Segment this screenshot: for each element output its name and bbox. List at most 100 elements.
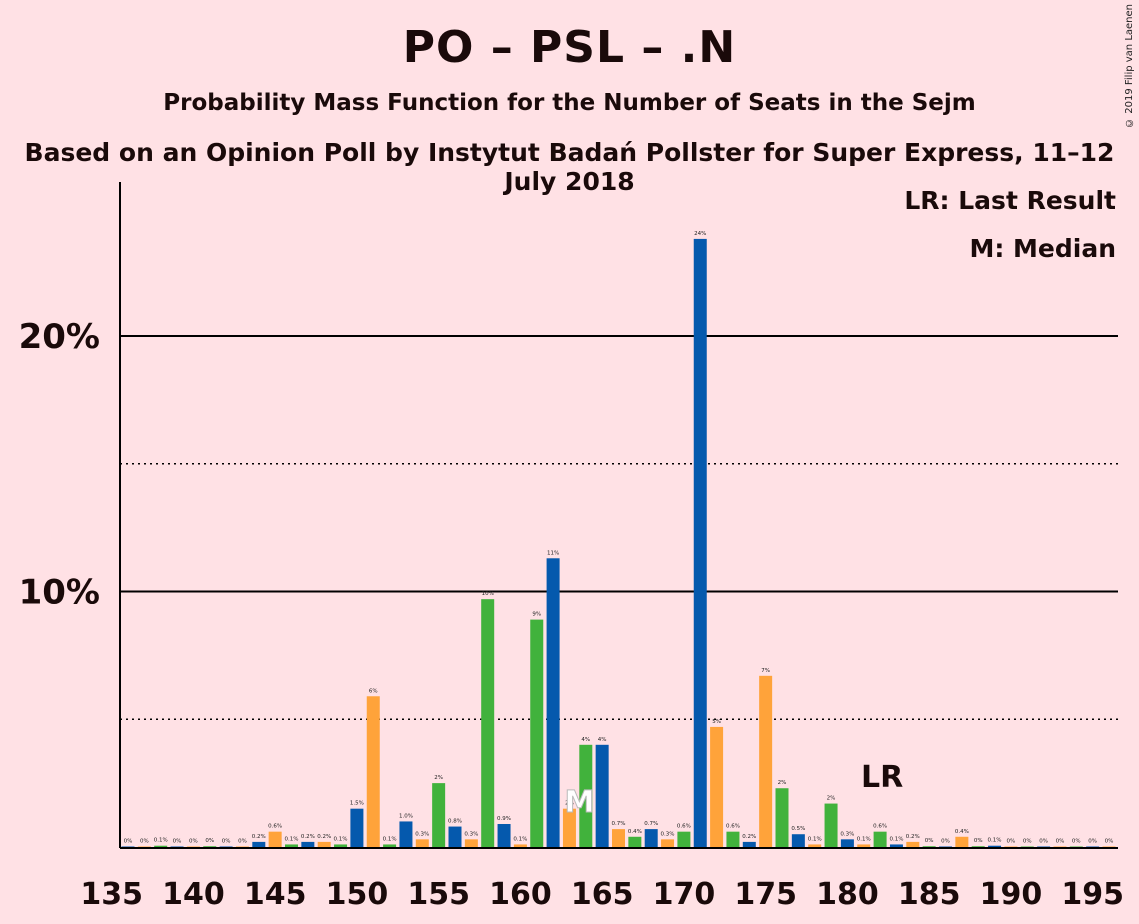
bar-value-label: 0% bbox=[238, 838, 247, 844]
x-tick-label: 190 bbox=[980, 877, 1043, 912]
bar-value-label: 0.3% bbox=[661, 831, 675, 837]
bar-value-label: 0% bbox=[1088, 838, 1097, 844]
bar-value-label: 0.2% bbox=[317, 834, 331, 840]
bar-value-label: 1.0% bbox=[399, 813, 413, 819]
bar bbox=[285, 844, 298, 847]
bar bbox=[121, 846, 135, 847]
bar-value-label: 0.3% bbox=[840, 831, 854, 837]
legend-last-result: LR: Last Result bbox=[904, 186, 1116, 215]
bar-value-label: 2% bbox=[434, 775, 443, 781]
bar-value-label: 0.2% bbox=[301, 834, 315, 840]
bar bbox=[906, 841, 920, 847]
bar-value-label: 0.6% bbox=[726, 824, 740, 830]
bar bbox=[759, 675, 773, 847]
bar bbox=[513, 844, 527, 847]
bar bbox=[562, 808, 576, 847]
bar-value-label: 0.6% bbox=[873, 824, 887, 830]
bar-value-label: 0.3% bbox=[464, 831, 478, 837]
bar-value-label: 0% bbox=[189, 838, 198, 844]
bar bbox=[922, 846, 936, 847]
bar bbox=[840, 839, 854, 847]
bar bbox=[464, 839, 478, 847]
bar bbox=[481, 599, 495, 847]
bar bbox=[693, 238, 707, 847]
bar bbox=[791, 834, 805, 847]
bar-value-label: 0.1% bbox=[285, 836, 299, 842]
bar bbox=[661, 839, 675, 847]
bar bbox=[366, 696, 380, 847]
bar bbox=[644, 829, 658, 847]
x-tick-label: 165 bbox=[571, 877, 634, 912]
bar-value-label: 24% bbox=[694, 231, 706, 237]
bar bbox=[170, 846, 184, 847]
bar bbox=[399, 821, 413, 847]
bar-value-label: 0.6% bbox=[677, 824, 691, 830]
bar-value-label: 0.2% bbox=[742, 834, 756, 840]
last-result-marker: LR bbox=[861, 760, 903, 795]
bar-value-label: 0% bbox=[222, 838, 231, 844]
bar bbox=[988, 845, 1002, 847]
bar bbox=[1053, 846, 1067, 847]
bar-value-label: 0.6% bbox=[268, 824, 282, 830]
median-marker: M bbox=[565, 785, 595, 820]
bar-value-label: 0.5% bbox=[791, 826, 805, 832]
bar bbox=[939, 846, 952, 847]
bar-value-label: 2% bbox=[778, 780, 787, 786]
bar-value-label: 0% bbox=[140, 838, 149, 844]
bar bbox=[775, 788, 789, 847]
bar-value-label: 11% bbox=[547, 550, 559, 556]
bar bbox=[612, 829, 625, 847]
bar-value-label: 0% bbox=[173, 838, 182, 844]
bar bbox=[530, 619, 544, 847]
bar-value-label: 4% bbox=[581, 737, 590, 743]
bar bbox=[268, 831, 282, 847]
bar-value-label: 0% bbox=[925, 838, 934, 844]
bar-value-label: 0% bbox=[974, 838, 983, 844]
bar-value-label: 7% bbox=[761, 668, 770, 674]
bar bbox=[415, 839, 429, 847]
x-tick-label: 155 bbox=[407, 877, 470, 912]
bar-value-label: 0.7% bbox=[612, 821, 626, 827]
x-tick-label: 145 bbox=[244, 877, 307, 912]
bar-value-label: 0% bbox=[1007, 838, 1016, 844]
bar-value-label: 0% bbox=[205, 838, 214, 844]
bar bbox=[1069, 846, 1083, 847]
bar bbox=[873, 831, 887, 847]
bar-value-label: 0.1% bbox=[513, 836, 527, 842]
bar-value-label: 0.4% bbox=[955, 829, 969, 835]
bar-value-label: 0.1% bbox=[988, 838, 1002, 844]
bar-value-label: 6% bbox=[369, 688, 378, 694]
bar bbox=[1086, 846, 1100, 847]
bar-value-label: 0.7% bbox=[644, 821, 658, 827]
bar bbox=[186, 846, 200, 847]
bar bbox=[1004, 846, 1018, 847]
bar-value-label: 4% bbox=[598, 737, 607, 743]
bar-value-label: 2% bbox=[827, 796, 836, 802]
bar bbox=[350, 808, 364, 847]
bar bbox=[154, 845, 168, 847]
bar bbox=[1037, 846, 1051, 847]
bar-value-label: 0.3% bbox=[415, 831, 429, 837]
bar-value-label: 0% bbox=[1039, 838, 1048, 844]
bar bbox=[955, 836, 969, 847]
bar bbox=[252, 841, 266, 847]
bar bbox=[219, 846, 233, 847]
bar bbox=[497, 824, 511, 847]
bar-value-label: 0.1% bbox=[857, 836, 871, 842]
bar-value-label: 0.2% bbox=[252, 834, 266, 840]
bar-value-label: 0.9% bbox=[497, 816, 511, 822]
bar bbox=[334, 844, 348, 847]
bar-value-label: 9% bbox=[532, 612, 541, 618]
bar-value-label: 0.1% bbox=[889, 836, 903, 842]
chart-subtitle: Probability Mass Function for the Number… bbox=[163, 90, 976, 116]
bar bbox=[971, 846, 985, 847]
bar-value-label: 0% bbox=[1056, 838, 1065, 844]
bar-value-label: 1.5% bbox=[350, 801, 364, 807]
y-tick-label: 20% bbox=[19, 317, 100, 357]
bar-value-label: 0.1% bbox=[154, 838, 168, 844]
x-tick-label: 185 bbox=[898, 877, 961, 912]
bar bbox=[1102, 846, 1116, 847]
bar bbox=[579, 744, 593, 847]
y-tick-label: 10% bbox=[19, 573, 100, 613]
bar-value-label: 0.1% bbox=[334, 836, 348, 842]
